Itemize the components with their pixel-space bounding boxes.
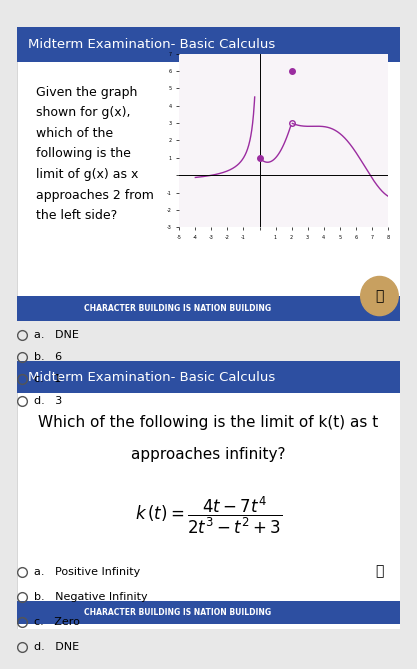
Text: Midterm Examination- Basic Calculus: Midterm Examination- Basic Calculus	[28, 371, 276, 384]
Text: 🏛: 🏛	[375, 565, 384, 579]
FancyBboxPatch shape	[17, 361, 400, 393]
Text: approaches infinity?: approaches infinity?	[131, 447, 286, 462]
Text: following is the: following is the	[36, 147, 131, 161]
Text: d.   DNE: d. DNE	[34, 642, 79, 652]
FancyBboxPatch shape	[17, 27, 400, 321]
Text: Midterm Examination- Basic Calculus: Midterm Examination- Basic Calculus	[28, 38, 276, 51]
Text: limit of g(x) as x: limit of g(x) as x	[36, 168, 138, 181]
Text: CHARACTER BUILDING IS NATION BUILDING: CHARACTER BUILDING IS NATION BUILDING	[84, 607, 271, 617]
FancyBboxPatch shape	[17, 601, 400, 624]
Text: $k\,(t) = \dfrac{4t - 7t^4}{2t^3 - t^2 + 3}$: $k\,(t) = \dfrac{4t - 7t^4}{2t^3 - t^2 +…	[135, 495, 282, 537]
Text: shown for g(x),: shown for g(x),	[36, 106, 131, 119]
Text: CHARACTER BUILDING IS NATION BUILDING: CHARACTER BUILDING IS NATION BUILDING	[84, 304, 271, 313]
FancyBboxPatch shape	[17, 27, 400, 62]
Text: Given the graph: Given the graph	[36, 86, 137, 98]
Text: the left side?: the left side?	[36, 209, 117, 222]
Text: b.   6: b. 6	[34, 352, 62, 361]
Text: which of the: which of the	[36, 127, 113, 140]
Text: Which of the following is the limit of k(t) as t: Which of the following is the limit of k…	[38, 415, 379, 429]
Text: approaches 2 from: approaches 2 from	[36, 189, 154, 201]
Text: a.   DNE: a. DNE	[34, 330, 79, 339]
Text: c.   1: c. 1	[34, 374, 61, 383]
Text: b.   Negative Infinity: b. Negative Infinity	[34, 593, 148, 602]
Circle shape	[361, 276, 398, 316]
FancyBboxPatch shape	[17, 361, 400, 629]
Text: d.   3: d. 3	[34, 396, 63, 405]
Text: c.   Zero: c. Zero	[34, 617, 80, 628]
Text: 🏛: 🏛	[375, 289, 384, 303]
FancyBboxPatch shape	[17, 296, 400, 321]
Text: a.   Positive Infinity: a. Positive Infinity	[34, 567, 141, 577]
